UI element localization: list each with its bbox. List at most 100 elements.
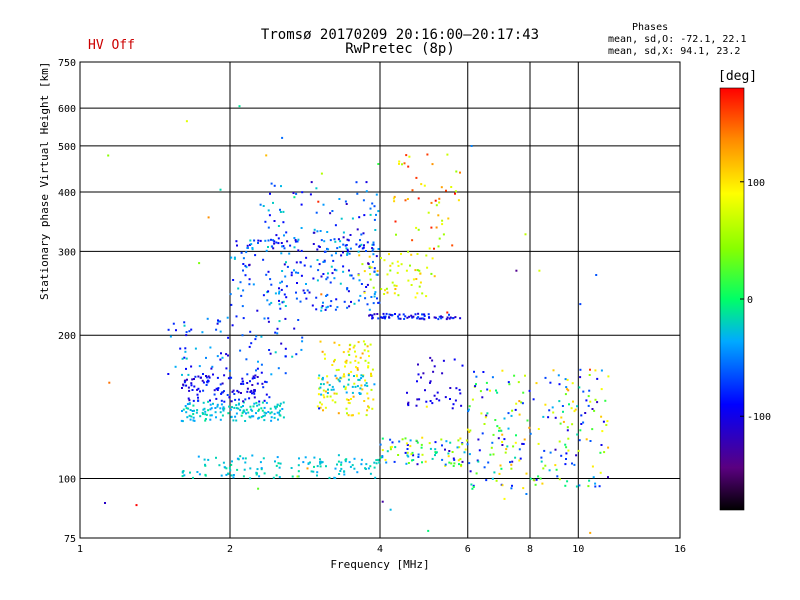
echo-point xyxy=(326,247,328,250)
echo-point xyxy=(242,257,245,260)
echo-point xyxy=(231,406,233,409)
echo-point xyxy=(432,370,435,373)
echo-point xyxy=(358,254,361,257)
echo-point xyxy=(270,301,273,304)
echo-point xyxy=(197,387,200,390)
echo-point xyxy=(183,381,186,384)
echo-point xyxy=(445,189,447,192)
echo-point xyxy=(235,315,238,318)
echo-point xyxy=(192,416,195,419)
echo-point xyxy=(404,315,407,318)
echo-point xyxy=(253,402,256,405)
echo-point xyxy=(205,356,207,359)
echo-point xyxy=(421,453,424,456)
echo-point xyxy=(281,245,284,248)
echo-point xyxy=(589,400,592,403)
echo-point xyxy=(362,340,365,343)
echo-point xyxy=(367,361,370,364)
echo-point xyxy=(196,388,199,391)
echo-point xyxy=(275,234,278,237)
echo-point xyxy=(184,379,187,382)
echo-point xyxy=(447,455,450,458)
echo-point xyxy=(327,272,329,275)
echo-point xyxy=(227,377,230,380)
echo-point xyxy=(383,316,386,319)
echo-point xyxy=(451,317,454,320)
echo-point xyxy=(376,297,378,300)
echo-point xyxy=(308,291,311,294)
echo-point xyxy=(357,378,360,381)
echo-point xyxy=(334,401,337,404)
echo-point xyxy=(193,378,195,380)
echo-point xyxy=(240,294,243,297)
echo-point xyxy=(215,397,218,400)
echo-point xyxy=(188,389,191,392)
echo-point xyxy=(448,313,450,316)
echo-point xyxy=(460,465,463,468)
echo-point xyxy=(235,407,238,410)
echo-point xyxy=(364,384,367,387)
echo-point xyxy=(318,263,321,266)
echo-point xyxy=(276,405,278,408)
echo-point xyxy=(557,374,560,377)
echo-point xyxy=(190,365,193,368)
echo-point xyxy=(430,226,433,229)
echo-point xyxy=(342,243,345,246)
echo-point xyxy=(283,234,285,237)
echo-point xyxy=(582,390,585,393)
chart-subtitle: RwPretec (8p) xyxy=(345,41,455,57)
echo-point xyxy=(420,376,422,379)
echo-point xyxy=(377,163,380,165)
echo-point xyxy=(326,305,329,308)
echo-point xyxy=(345,391,348,394)
echo-point xyxy=(302,289,305,292)
echo-point xyxy=(230,303,233,306)
echo-point xyxy=(429,400,432,402)
echo-point xyxy=(417,363,419,366)
echo-point xyxy=(589,440,592,442)
echo-point xyxy=(418,269,421,272)
echo-point xyxy=(330,265,333,268)
echo-point xyxy=(231,460,233,463)
echo-point xyxy=(565,452,568,455)
echo-point xyxy=(347,399,350,401)
echo-point xyxy=(295,291,297,294)
echo-point xyxy=(317,245,320,248)
echo-point xyxy=(370,296,373,298)
echo-point xyxy=(305,297,308,300)
echo-point xyxy=(333,268,336,271)
echo-point xyxy=(313,456,316,459)
echo-point xyxy=(282,221,285,224)
echo-point xyxy=(293,196,296,199)
echo-point xyxy=(215,456,217,459)
echo-point xyxy=(416,398,419,401)
echo-point xyxy=(344,200,347,203)
echo-point xyxy=(349,234,352,236)
echo-point xyxy=(318,387,321,390)
y-tick-label: 600 xyxy=(58,104,76,115)
echo-point xyxy=(220,392,223,395)
echo-point xyxy=(394,220,397,223)
echo-point xyxy=(346,238,349,241)
colorbar-tick-label: -100 xyxy=(747,412,771,423)
echo-point xyxy=(320,239,323,242)
echo-point xyxy=(368,308,371,311)
echo-point xyxy=(262,415,265,418)
echo-point xyxy=(566,429,569,432)
echo-point xyxy=(315,187,318,190)
echo-point xyxy=(385,461,388,464)
echo-point xyxy=(393,460,396,463)
echo-point xyxy=(554,448,557,451)
echo-point xyxy=(259,203,262,206)
echo-point xyxy=(320,309,323,312)
echo-point xyxy=(343,385,345,388)
echo-point xyxy=(256,468,259,471)
echo-point xyxy=(404,451,407,454)
echo-point xyxy=(514,408,517,411)
echo-point xyxy=(239,409,242,412)
echo-point xyxy=(409,445,412,448)
echo-point xyxy=(267,290,270,293)
echo-point xyxy=(265,273,268,276)
echo-point xyxy=(600,388,603,391)
echo-point xyxy=(240,406,243,409)
